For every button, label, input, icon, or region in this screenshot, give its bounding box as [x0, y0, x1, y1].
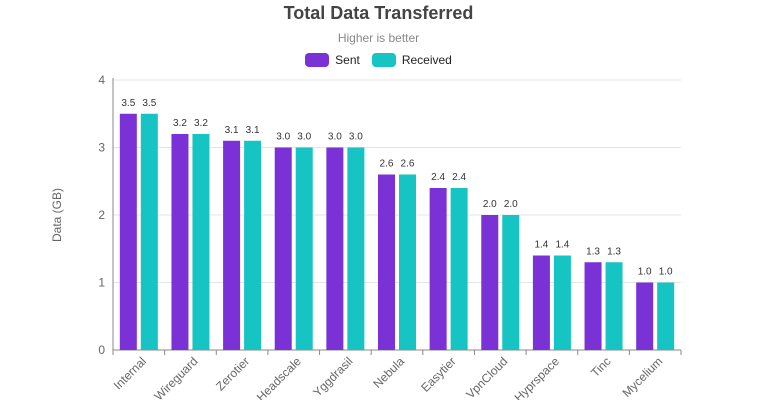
- bar-sent-internal[interactable]: [119, 113, 137, 350]
- x-tick-label: Internal: [111, 354, 149, 392]
- x-tick-label: Yggdrasil: [310, 354, 355, 399]
- bar-sent-easytier[interactable]: [429, 188, 447, 350]
- bar-received-yggdrasil[interactable]: [347, 147, 365, 351]
- bar-sent-tinc[interactable]: [584, 262, 602, 350]
- data-label: 1.3: [607, 246, 621, 257]
- legend-label-sent: Sent: [335, 53, 360, 67]
- y-tick-label: 4: [98, 73, 105, 87]
- legend-item-sent[interactable]: Sent: [305, 53, 360, 67]
- data-label: 3.1: [225, 125, 239, 136]
- bar-received-mycelium[interactable]: [657, 282, 675, 351]
- data-label: 3.5: [142, 98, 156, 109]
- data-label: 3.2: [194, 118, 208, 129]
- data-label: 2.6: [401, 159, 415, 170]
- bar-sent-mycelium[interactable]: [636, 282, 654, 351]
- legend: Sent Received: [0, 53, 757, 67]
- data-label: 1.4: [534, 240, 548, 251]
- x-tick-label: Headscale: [254, 354, 304, 400]
- bar-sent-yggdrasil[interactable]: [326, 147, 344, 351]
- y-tick-label: 2: [98, 208, 105, 222]
- x-tick-label: Wireguard: [152, 354, 201, 400]
- data-label: 1.3: [586, 246, 600, 257]
- bar-sent-wireguard[interactable]: [171, 134, 189, 350]
- x-tick-label: Mycelium: [620, 354, 666, 400]
- data-label: 2.4: [431, 172, 445, 183]
- data-label: 2.6: [380, 159, 394, 170]
- bar-sent-vpncloud[interactable]: [481, 215, 499, 350]
- data-label: 2.0: [483, 199, 497, 210]
- legend-swatch-received: [371, 53, 396, 67]
- data-label: 1.0: [638, 267, 652, 278]
- x-tick-label: Tinc: [588, 354, 614, 380]
- legend-swatch-sent: [305, 53, 330, 67]
- bar-sent-headscale[interactable]: [274, 147, 292, 351]
- data-label: 3.0: [349, 132, 363, 143]
- x-tick-label: Nebula: [370, 354, 407, 391]
- y-axis-title: Data (GB): [50, 188, 64, 242]
- data-label: 2.4: [452, 172, 466, 183]
- data-label: 1.4: [555, 240, 569, 251]
- bar-received-vpncloud[interactable]: [502, 215, 520, 350]
- bar-received-nebula[interactable]: [399, 174, 416, 351]
- y-tick-label: 0: [98, 343, 105, 357]
- legend-item-received[interactable]: Received: [371, 53, 452, 67]
- chart-title: Total Data Transferred: [283, 3, 474, 23]
- bar-received-tinc[interactable]: [605, 262, 623, 350]
- x-tick-label: Hyprspace: [512, 354, 563, 400]
- x-tick-label: Easytier: [418, 354, 459, 395]
- bar-received-zerotier[interactable]: [244, 140, 262, 350]
- data-label: 3.2: [173, 118, 187, 129]
- bar-received-wireguard[interactable]: [192, 134, 210, 350]
- data-label: 3.5: [121, 98, 135, 109]
- x-tick-label: Zerotier: [213, 354, 252, 393]
- legend-label-received: Received: [401, 53, 452, 67]
- bar-sent-nebula[interactable]: [378, 174, 395, 351]
- x-tick-label: VpnCloud: [463, 354, 510, 400]
- y-tick-label: 1: [98, 276, 105, 290]
- data-label: 1.0: [659, 267, 673, 278]
- data-label: 3.0: [328, 132, 342, 143]
- data-label: 3.0: [297, 132, 311, 143]
- bar-received-headscale[interactable]: [295, 147, 313, 351]
- bar-received-easytier[interactable]: [450, 188, 468, 350]
- data-label: 3.1: [246, 125, 260, 136]
- y-tick-label: 3: [98, 141, 105, 155]
- bar-received-hyprspace[interactable]: [553, 255, 571, 351]
- chart-subtitle: Higher is better: [337, 31, 420, 45]
- data-label: 2.0: [504, 199, 518, 210]
- bar-sent-hyprspace[interactable]: [532, 255, 550, 351]
- bar-sent-zerotier[interactable]: [223, 140, 241, 350]
- bar-received-internal[interactable]: [140, 113, 158, 350]
- data-label: 3.0: [276, 132, 290, 143]
